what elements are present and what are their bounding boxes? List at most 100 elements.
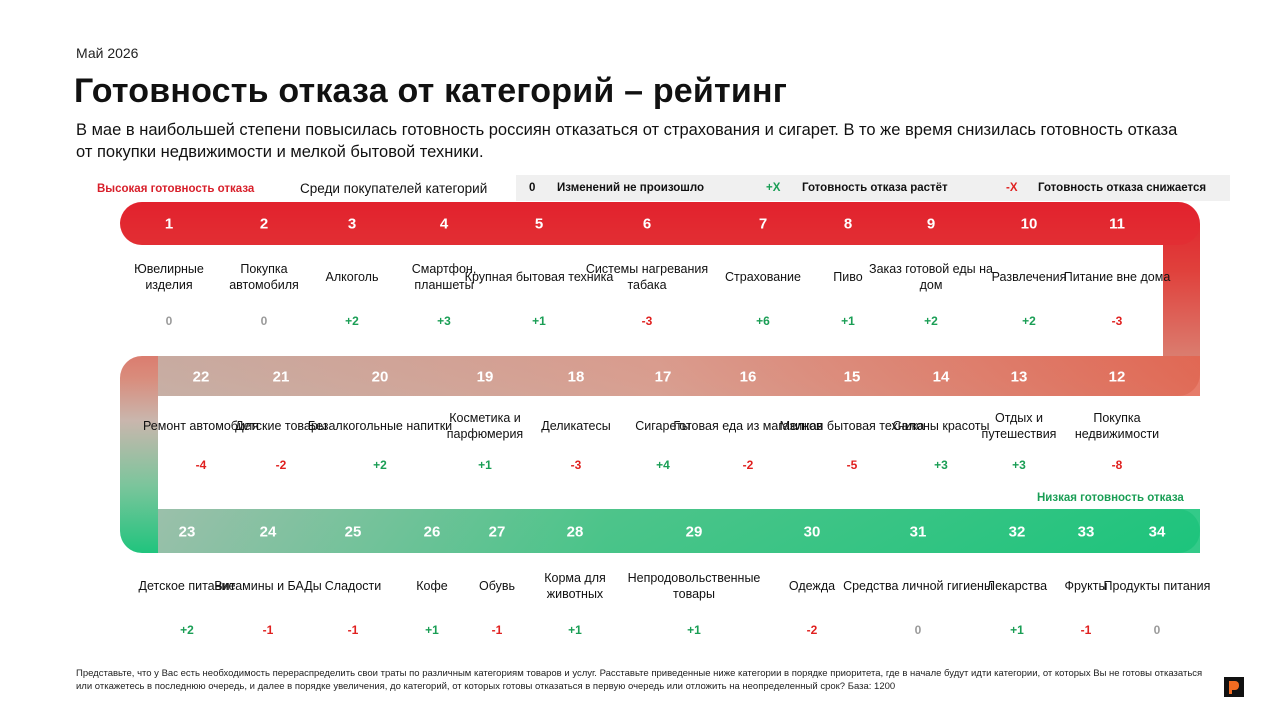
rank-change: 0 (1153, 623, 1161, 637)
legend-zero-symbol: 0 (529, 182, 536, 194)
rank-number: 12 (1108, 368, 1126, 386)
rank-number: 9 (926, 215, 936, 233)
category-name: Корма для животных (544, 571, 606, 601)
category-name: Лекарства (986, 579, 1048, 593)
rank-change: -2 (275, 458, 287, 472)
rank-number: 6 (642, 215, 652, 233)
category-name: Сладости (324, 579, 382, 593)
rank-change: 0 (260, 314, 268, 328)
rank-number: 23 (178, 523, 196, 541)
rank-change: +2 (373, 458, 387, 472)
legend-minus-text: Готовность отказа снижается (1038, 182, 1207, 194)
rank-change: +2 (1022, 314, 1036, 328)
category-name: Системы нагревания табака (585, 262, 709, 292)
low-readiness-label: Низкая готовность отказа (1037, 492, 1184, 504)
category-name: Страхование (724, 270, 801, 284)
category-name: Ювелирные изделия (134, 262, 204, 292)
among-buyers-label: Среди покупателей категорий (300, 181, 488, 196)
legend-minus-symbol: -X (1006, 182, 1018, 194)
category-name: Одежда (788, 579, 836, 593)
rank-number: 24 (259, 523, 277, 541)
category-name: Косметика и парфюмерия (446, 411, 524, 441)
category-name: Салоны красоты (892, 419, 990, 433)
rank-number: 31 (909, 523, 927, 541)
rank-change: +1 (568, 623, 582, 637)
rank-change: +3 (437, 314, 451, 328)
legend-zero-text: Изменений не произошло (557, 182, 705, 194)
category-name: Покупка автомобиля (229, 262, 299, 292)
rank-change: -4 (195, 458, 207, 472)
rank-number: 4 (439, 215, 449, 233)
category-name: Детское питание (138, 579, 236, 593)
rank-number: 17 (654, 368, 672, 386)
rank-change: +1 (687, 623, 701, 637)
rank-change: +2 (345, 314, 359, 328)
rank-change: +4 (656, 458, 670, 472)
category-name: Покупка недвижимости (1074, 411, 1160, 441)
rank-number: 13 (1010, 368, 1028, 386)
category-name: Кофе (416, 579, 448, 593)
report-date: Май 2026 (76, 45, 139, 61)
category-name: Готовая еда из магазинов (673, 419, 823, 433)
legend-plus-text: Готовность отказа растёт (802, 182, 948, 194)
category-name: Смартфон, планшеты (411, 262, 477, 292)
rank-change: -8 (1111, 458, 1123, 472)
rank-number: 11 (1109, 215, 1125, 233)
category-name: Деликатесы (541, 419, 611, 433)
category-name: Отдых и путешествия (981, 411, 1057, 441)
rank-change: +3 (934, 458, 948, 472)
category-name: Витамины и БАДы (214, 579, 322, 593)
category-name: Алкоголь (325, 270, 379, 284)
rank-change: +2 (180, 623, 194, 637)
category-name: Крупная бытовая техника (464, 270, 614, 284)
rank-number: 25 (344, 523, 362, 541)
rank-change: -2 (806, 623, 818, 637)
rank-number: 10 (1020, 215, 1038, 233)
rank-change: +3 (1012, 458, 1026, 472)
footnote: Представьте, что у Вас есть необходимост… (76, 668, 1203, 692)
rank-number: 2 (259, 215, 269, 233)
rank-number: 20 (371, 368, 389, 386)
rank-number: 18 (567, 368, 585, 386)
category-name: Фрукты (1064, 579, 1108, 593)
high-readiness-label: Высокая готовность отказа (97, 183, 255, 195)
category-name: Безалкогольные напитки (307, 419, 453, 433)
rank-number: 21 (272, 368, 290, 386)
category-name: Непродовольственные товары (627, 571, 761, 601)
rank-number: 3 (347, 215, 357, 233)
rank-number: 7 (758, 215, 768, 233)
rank-change: +1 (841, 314, 855, 328)
rank-change: 0 (914, 623, 922, 637)
rank-change: +1 (532, 314, 546, 328)
rank-number: 30 (803, 523, 821, 541)
rank-change: -3 (1111, 314, 1123, 328)
page-title: Готовность отказа от категорий – рейтинг (74, 72, 788, 110)
rank-number: 8 (843, 215, 853, 233)
rank-change: -3 (570, 458, 582, 472)
legend-plus-symbol: +X (766, 182, 781, 194)
page-subtitle: В мае в наибольшей степени повысилась го… (76, 121, 1178, 161)
rank-number: 32 (1008, 523, 1026, 541)
rank-number: 29 (685, 523, 703, 541)
rank-number: 22 (192, 368, 210, 386)
rank-change: +6 (756, 314, 770, 328)
rank-number: 28 (566, 523, 584, 541)
category-name: Заказ готовой еды на дом (869, 262, 993, 292)
rank-change: -1 (1080, 623, 1092, 637)
rank-number: 27 (488, 523, 506, 541)
rank-change: -5 (846, 458, 858, 472)
rank-number: 14 (932, 368, 950, 386)
rank-number: 33 (1077, 523, 1095, 541)
rank-change: -3 (641, 314, 653, 328)
rank-change: +1 (425, 623, 439, 637)
category-name: Обувь (478, 579, 515, 593)
rank-change: +1 (478, 458, 492, 472)
rank-change: +2 (924, 314, 938, 328)
category-name: Сигареты (635, 419, 691, 433)
row1-band (120, 202, 1200, 245)
rank-number: 26 (423, 523, 441, 541)
category-name: Мелкая бытовая техника (779, 419, 925, 433)
category-name: Питание вне дома (1063, 270, 1171, 284)
rank-change: 0 (165, 314, 173, 328)
